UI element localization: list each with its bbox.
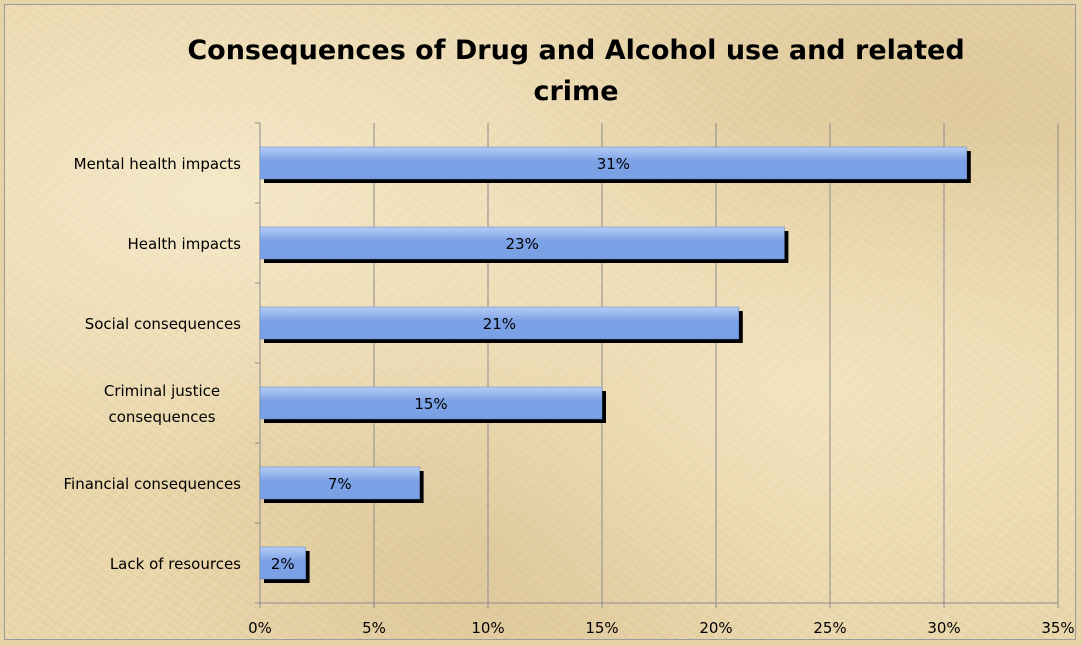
- bar: [259, 466, 420, 500]
- category-label: Mental health impacts: [74, 155, 242, 173]
- data-label: 7%: [328, 475, 352, 493]
- x-tick-label: 15%: [585, 619, 618, 637]
- data-label: 2%: [271, 555, 295, 573]
- category-label: Social consequences: [85, 315, 241, 333]
- x-tick-label: 5%: [362, 619, 386, 637]
- bar: [259, 146, 968, 180]
- bar: [259, 306, 740, 340]
- x-tick-label: 25%: [813, 619, 846, 637]
- bar: [259, 386, 603, 420]
- bar: [259, 546, 306, 580]
- labels: 0% 5% 10% 15% 20% 25% 30% 35% 31% Mental health i…: [64, 155, 1075, 637]
- x-tick-label: 30%: [927, 619, 960, 637]
- x-tick-label: 35%: [1041, 619, 1074, 637]
- category-label: Financial consequences: [64, 475, 242, 493]
- category-label: consequences: [108, 408, 215, 426]
- axes: [255, 122, 1059, 608]
- data-label: 31%: [597, 155, 630, 173]
- chart-title-line-1: Consequences of Drug and Alcohol use and…: [187, 35, 964, 66]
- data-label: 15%: [414, 395, 447, 413]
- category-label: Health impacts: [128, 235, 242, 253]
- gridlines: [373, 123, 1059, 603]
- x-tick-label: 10%: [471, 619, 504, 637]
- category-label: Criminal justice: [104, 382, 220, 400]
- bar: [259, 226, 785, 260]
- category-label: Lack of resources: [110, 555, 241, 573]
- data-label: 21%: [483, 315, 516, 333]
- chart-area: Consequences of Drug and Alcohol use and…: [4, 4, 1076, 640]
- data-label: 23%: [506, 235, 539, 253]
- chart-title-line-2: crime: [533, 76, 618, 107]
- chart-svg: Consequences of Drug and Alcohol use and…: [64, 35, 1075, 637]
- x-tick-label: 20%: [699, 619, 732, 637]
- bars: [259, 146, 971, 583]
- x-tick-label: 0%: [248, 619, 272, 637]
